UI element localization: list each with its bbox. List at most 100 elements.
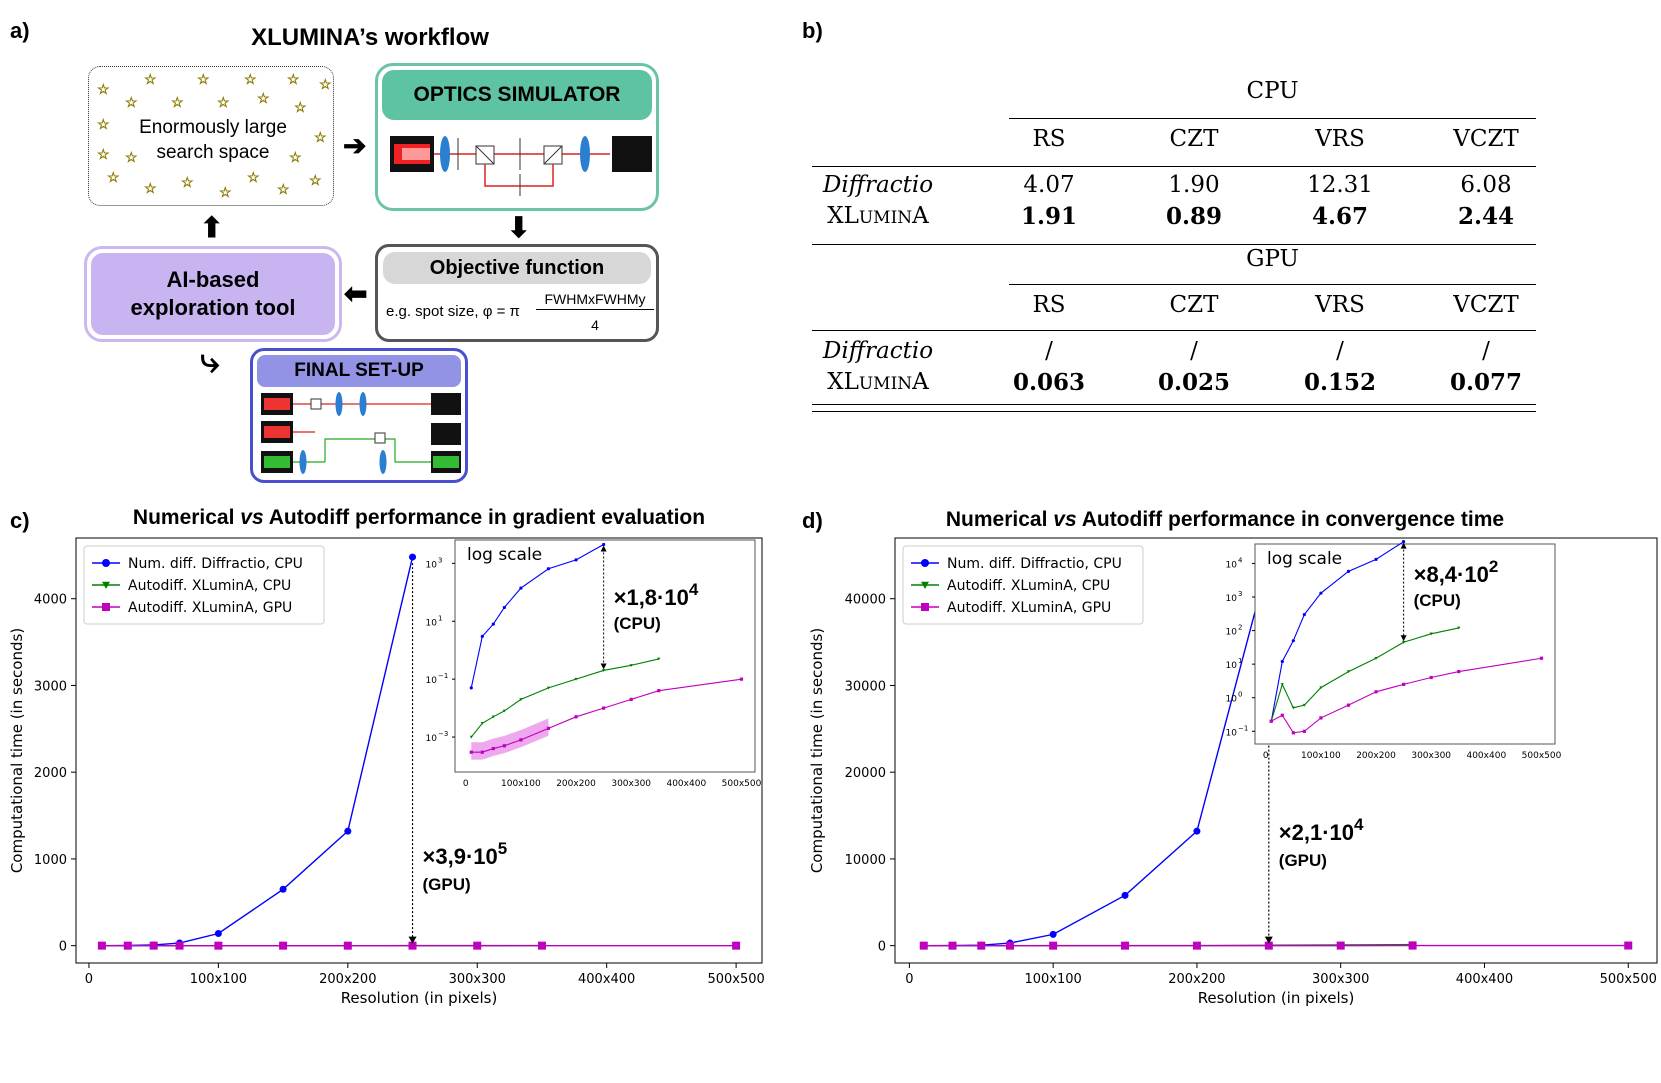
optics-diagram (390, 136, 652, 196)
data-point (1006, 941, 1015, 950)
svg-text:☆: ☆ (244, 71, 257, 87)
annotation-factor: ×2,1·10 (1279, 820, 1354, 845)
data-point (977, 941, 986, 950)
annotation-factor: ×3,9·10 (423, 844, 498, 869)
arrow-up-icon: ⬆ (200, 212, 224, 243)
table-cell: 6.08 (1460, 172, 1512, 198)
data-point (602, 706, 606, 710)
table-cell: 12.31 (1307, 172, 1373, 198)
arrow-head (1264, 936, 1273, 944)
y-tick-label: 2000 (34, 766, 67, 781)
data-point (1280, 713, 1284, 717)
data-point (491, 746, 495, 751)
inset-y-tick-exp: 3 (1238, 590, 1242, 598)
data-point (919, 941, 928, 950)
inset-series-line (1270, 627, 1459, 722)
inset-y-tick-exp: 1 (438, 614, 442, 622)
series-2 (919, 941, 1633, 950)
table-col-header: VRS (1315, 292, 1365, 318)
ai-tool-label: AI-based exploration tool (91, 253, 335, 335)
svg-text:☆: ☆ (289, 149, 302, 165)
panel-label-b: b) (802, 18, 823, 43)
inset-annotation-exp: 2 (1489, 557, 1498, 576)
data-point (214, 930, 222, 938)
data-point (1302, 612, 1306, 617)
svg-text:☆: ☆ (171, 94, 184, 110)
data-point (602, 669, 606, 673)
x-tick-label: 500x500 (1600, 972, 1657, 987)
data-point (629, 664, 633, 667)
data-point (1319, 591, 1323, 595)
inset-annotation-exp: 4 (689, 580, 699, 599)
data-point (602, 542, 606, 547)
final-setup-title: FINAL SET-UP (257, 355, 461, 387)
svg-text:☆: ☆ (217, 94, 230, 110)
inset-x-tick-label: 500x500 (722, 779, 762, 789)
data-point (1336, 941, 1345, 950)
inset-x-tick-label: 0 (463, 779, 469, 789)
inset-series-2 (469, 677, 744, 754)
data-point (480, 721, 484, 725)
inset-x-tick-label: 200x200 (1356, 751, 1396, 761)
inset-x-tick-label: 0 (1263, 751, 1269, 761)
data-point (1346, 670, 1351, 674)
row-label-part: UMIN (858, 374, 913, 394)
x-axis-label: Resolution (in pixels) (1198, 989, 1355, 1007)
svg-text:☆: ☆ (319, 76, 332, 92)
table-col-header: CZT (1169, 126, 1219, 152)
annotation-exp: 5 (498, 839, 507, 858)
inset-series-line (470, 658, 659, 738)
y-tick-label: 20000 (845, 766, 886, 781)
table-col-header: RS (1032, 292, 1066, 318)
inset-y-tick-label: 10 (426, 734, 438, 744)
inset-annotation-sub: (CPU) (1414, 591, 1461, 610)
workflow-title: XLUMINA’s workflow (251, 24, 489, 51)
inset-series-2 (1269, 656, 1544, 735)
inset-series-1 (469, 657, 661, 739)
objective-formula-text: e.g. spot size, φ = π (386, 303, 520, 320)
inset-annotation-factor: ×8,4·10 (1414, 562, 1489, 587)
data-point (948, 941, 957, 950)
table-cell: / (1045, 338, 1053, 364)
data-point (537, 941, 546, 950)
data-point (102, 581, 110, 589)
x-tick-label: 300x300 (1312, 972, 1369, 987)
arrow-head (1400, 542, 1407, 549)
title-part: vs (240, 506, 264, 529)
legend-label: Num. diff. Diffractio, CPU (947, 556, 1122, 572)
data-point (102, 603, 110, 611)
table-cell: 1.90 (1168, 172, 1220, 198)
x-tick-label: 0 (85, 972, 93, 987)
panel-label-a: a) (10, 18, 30, 43)
legend: Num. diff. Diffractio, CPU Autodiff. XLum… (902, 545, 1144, 625)
table-cell: 1.91 (1020, 203, 1078, 230)
x-tick-label: 300x300 (449, 972, 506, 987)
legend-box (83, 545, 325, 625)
row-label-part: XL (827, 203, 859, 229)
final-setup-diagram (261, 392, 461, 474)
x-tick-label: 400x400 (578, 972, 635, 987)
table-col-header: VCZT (1453, 126, 1519, 152)
inset-y-tick-exp: −3 (438, 730, 448, 738)
svg-text:☆: ☆ (107, 169, 120, 185)
table-cell: 0.025 (1157, 369, 1231, 396)
table-cell: 4.07 (1023, 172, 1075, 198)
data-point (1624, 941, 1633, 950)
data-point (1302, 729, 1306, 733)
svg-text:☆: ☆ (125, 94, 138, 110)
data-point (102, 559, 110, 567)
data-point (502, 709, 506, 713)
data-point (175, 941, 184, 950)
inset-y-tick-exp: 3 (438, 556, 442, 564)
svg-text:☆: ☆ (309, 172, 322, 188)
x-tick-label: 0 (905, 972, 913, 987)
data-point (1193, 827, 1201, 835)
data-point (149, 941, 158, 950)
data-point (1291, 706, 1295, 710)
inset-x-tick-label: 100x100 (1301, 751, 1341, 761)
data-point (546, 567, 551, 571)
inset-y-tick-exp: 0 (1238, 691, 1242, 699)
data-point (1374, 690, 1378, 694)
data-point (344, 827, 352, 835)
table-cell: 0.063 (1012, 369, 1086, 396)
